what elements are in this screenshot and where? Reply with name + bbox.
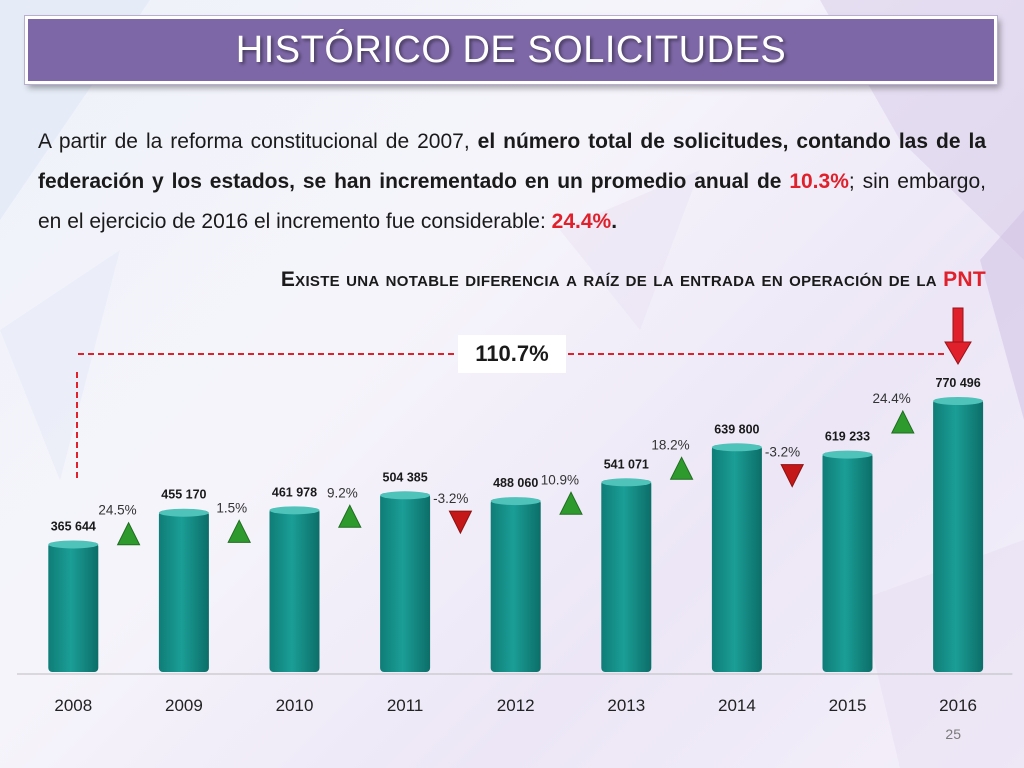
change-label-2009: 24.5%: [98, 503, 136, 518]
up-arrow-icon-2013: [559, 491, 583, 515]
bar-cap-2015: [822, 450, 873, 459]
intro-text-1: A partir de la reforma constitucional de…: [38, 130, 478, 153]
down-arrow-icon-2015: [780, 464, 805, 488]
tick-label-2013: 2013: [607, 696, 645, 715]
bar-cap-2014: [711, 443, 762, 452]
tick-label-2009: 2009: [165, 696, 203, 715]
value-label-2009: 455 170: [161, 488, 206, 502]
slide-title: HISTÓRICO DE SOLICITUDES: [235, 28, 787, 71]
total-change-label: 110.7%: [458, 335, 566, 373]
value-label-2008: 365 644: [51, 519, 96, 533]
average-growth-value: 10.3%: [789, 170, 849, 193]
bar-cap-2016: [933, 397, 984, 405]
bar-cap-2010: [269, 506, 320, 515]
tick-label-2008: 2008: [54, 696, 92, 715]
tick-label-2016: 2016: [939, 696, 977, 715]
up-arrow-icon-2010: [227, 519, 252, 543]
growth-2016-value: 24.4%: [551, 210, 612, 233]
change-label-2010: 1.5%: [216, 500, 247, 515]
change-label-2012: -3.2%: [433, 491, 468, 506]
change-label-2015: -3.2%: [765, 445, 800, 460]
tick-label-2014: 2014: [718, 696, 756, 715]
up-arrow-icon-2011: [337, 504, 362, 528]
tick-label-2011: 2011: [387, 696, 424, 715]
bar-2009: [158, 510, 209, 672]
page-number: 25: [945, 726, 961, 742]
bar-2012: [490, 499, 541, 672]
bar-2011: [380, 493, 431, 672]
bar-cap-2009: [158, 508, 209, 517]
bar-2008: [48, 542, 99, 672]
intro-bold-text: el número total de solicitudes, contando…: [38, 130, 986, 193]
bar-cap-2012: [490, 497, 541, 506]
bar-2010: [269, 508, 320, 672]
change-label-2016: 24.4%: [873, 391, 911, 406]
subtitle-pnt: PNT: [943, 268, 986, 291]
down-arrow-icon-2012: [448, 510, 473, 535]
change-label-2014: 18.2%: [651, 437, 689, 452]
up-arrow-icon-2016: [890, 409, 915, 434]
tick-label-2015: 2015: [829, 696, 867, 715]
change-label-2011: 9.2%: [327, 485, 358, 500]
title-banner: HISTÓRICO DE SOLICITUDES: [25, 16, 997, 84]
intro-paragraph: A partir de la reforma constitucional de…: [38, 122, 986, 242]
value-label-2012: 488 060: [493, 476, 538, 490]
pnt-arrow-shaft: [952, 307, 964, 345]
up-arrow-icon-2014: [669, 456, 694, 480]
pnt-arrow-icon: [944, 341, 972, 365]
bar-cap-2008: [48, 540, 99, 549]
value-label-2016: 770 496: [936, 376, 981, 390]
subtitle-text: Existe una notable diferencia a raíz de …: [280, 268, 944, 291]
bar-cap-2013: [601, 478, 652, 487]
bar-2013: [601, 480, 652, 672]
intro-end: .: [611, 210, 618, 233]
bar-2014: [711, 445, 762, 672]
intro-text-2: ; sin embargo, en el ejercicio de 2016 e…: [38, 170, 986, 233]
tick-label-2012: 2012: [497, 696, 535, 715]
bar-2015: [822, 452, 873, 672]
value-label-2010: 461 978: [272, 485, 317, 499]
value-label-2013: 541 071: [604, 457, 649, 471]
bar-cap-2011: [380, 491, 431, 500]
subtitle: Existe una notable diferencia a raíz de …: [160, 268, 986, 292]
bar-2016: [933, 399, 984, 672]
tick-label-2010: 2010: [276, 696, 314, 715]
value-label-2011: 504 385: [383, 470, 428, 484]
value-label-2015: 619 233: [825, 430, 870, 444]
change-label-2013: 10.9%: [541, 472, 579, 487]
up-arrow-icon-2009: [116, 521, 141, 546]
value-label-2014: 639 800: [714, 422, 759, 436]
